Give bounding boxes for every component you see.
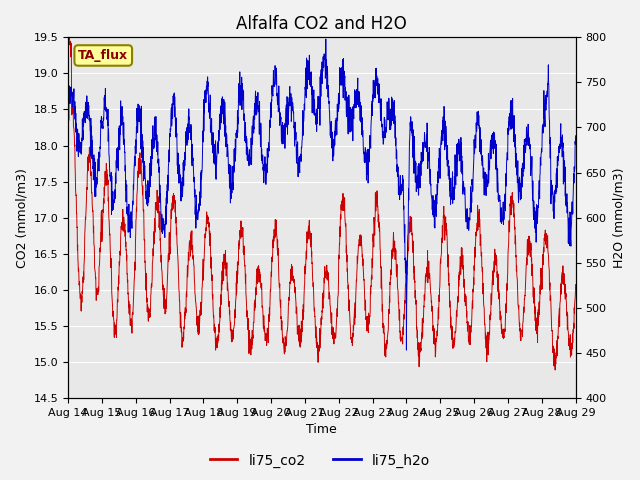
li75_h2o xyxy=(64,111,72,117)
li75_h2o xyxy=(322,36,330,42)
li75_h2o xyxy=(380,141,387,147)
li75_co2 xyxy=(64,35,72,40)
li75_h2o xyxy=(159,230,166,236)
li75_h2o xyxy=(403,347,410,353)
li75_h2o xyxy=(203,83,211,89)
li75_co2 xyxy=(203,216,211,221)
li75_co2 xyxy=(326,302,334,308)
Title: Alfalfa CO2 and H2O: Alfalfa CO2 and H2O xyxy=(236,15,407,33)
li75_h2o xyxy=(550,193,557,199)
Legend: li75_co2, li75_h2o: li75_co2, li75_h2o xyxy=(204,448,436,473)
li75_h2o xyxy=(326,125,334,131)
li75_co2 xyxy=(159,281,166,287)
li75_co2 xyxy=(472,229,480,235)
li75_h2o xyxy=(572,133,579,139)
Y-axis label: CO2 (mmol/m3): CO2 (mmol/m3) xyxy=(15,168,28,267)
Line: li75_co2: li75_co2 xyxy=(68,37,575,370)
li75_co2 xyxy=(551,367,559,373)
X-axis label: Time: Time xyxy=(307,423,337,436)
Y-axis label: H2O (mmol/m3): H2O (mmol/m3) xyxy=(612,168,625,268)
li75_co2 xyxy=(549,345,557,351)
Line: li75_h2o: li75_h2o xyxy=(68,39,575,350)
li75_h2o xyxy=(472,127,480,132)
li75_co2 xyxy=(380,321,387,326)
li75_co2 xyxy=(572,282,579,288)
Text: TA_flux: TA_flux xyxy=(78,49,128,62)
